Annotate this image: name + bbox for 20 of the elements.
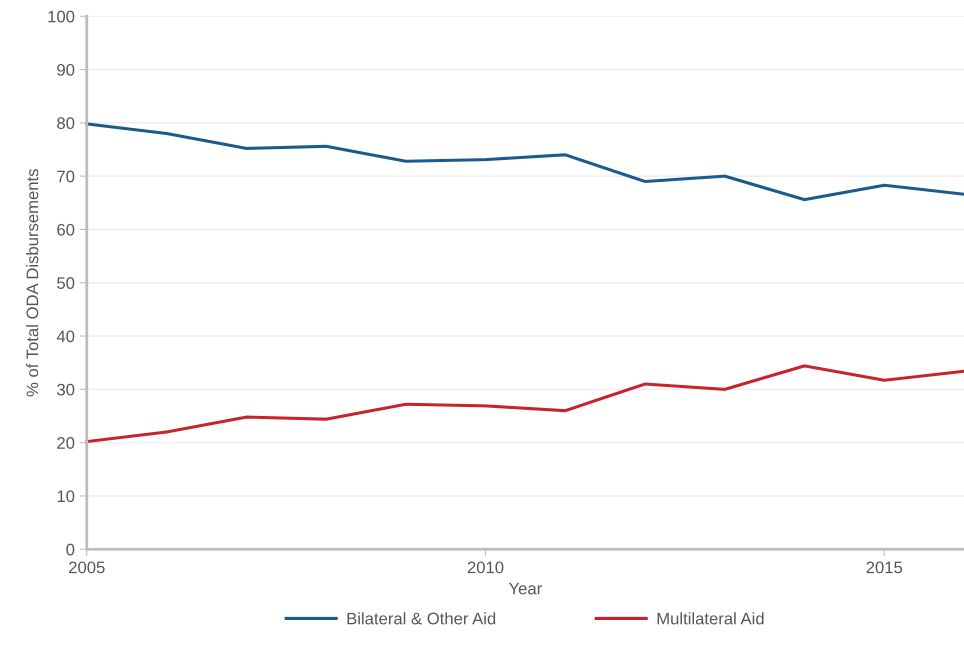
y-tick-label: 20: [57, 437, 74, 449]
x-axis-title: Year: [508, 582, 542, 594]
y-tick-label: 50: [57, 277, 74, 289]
y-tick-label: 60: [57, 224, 74, 236]
y-tick-label: 90: [57, 64, 74, 76]
x-tick-label: 2005: [69, 561, 105, 574]
y-tick-label: 40: [56, 330, 74, 342]
y-tick-label: 70: [57, 170, 74, 182]
line-series: [85, 364, 964, 444]
y-tick-label: 100: [48, 10, 74, 22]
y-tick-label: 30: [57, 384, 74, 396]
legend-label: Multilateral Aid: [658, 612, 764, 624]
x-tick-label: 2015: [866, 561, 902, 574]
legend-label: Bilateral & Other Aid: [348, 612, 496, 624]
y-tick-label: 0: [66, 544, 74, 556]
line-series: [85, 122, 964, 202]
y-tick-label: 80: [57, 117, 74, 130]
y-axis-title: % of Total ODA Disbursements: [26, 169, 38, 396]
x-tick-label: 2010: [468, 561, 504, 574]
y-tick-label: 10: [58, 490, 74, 502]
